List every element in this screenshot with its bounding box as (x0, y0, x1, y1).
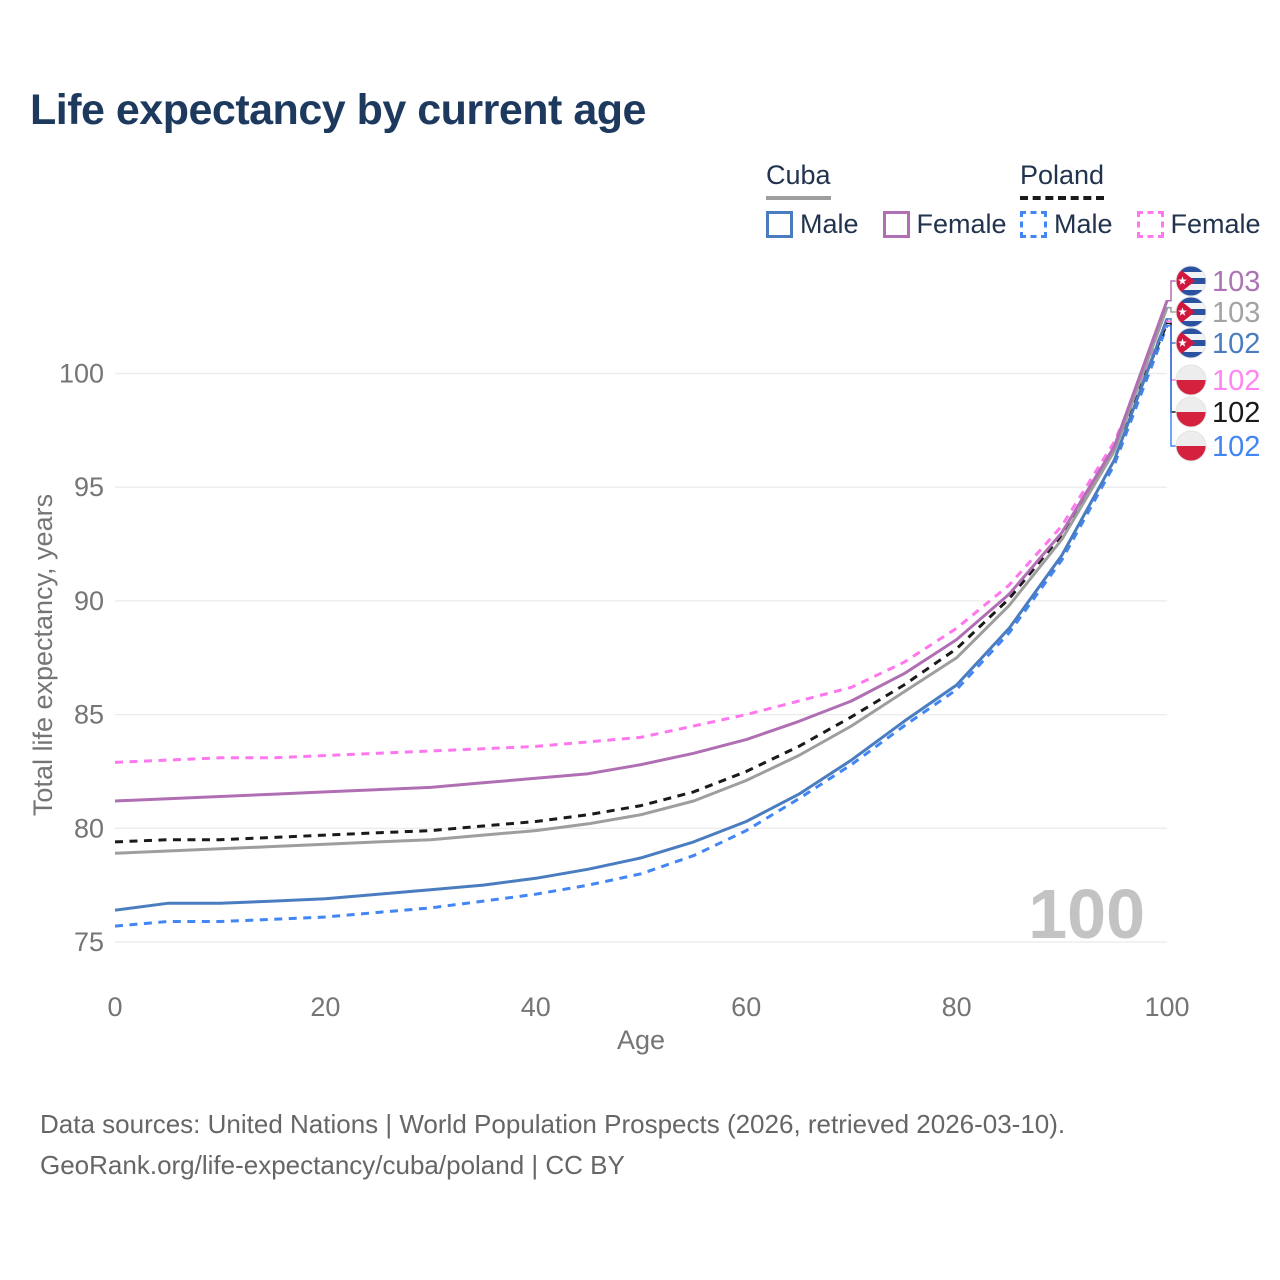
flag-ring (1175, 430, 1207, 462)
series-line-poland-female (114, 320, 1169, 764)
poland-flag-icon (1176, 431, 1206, 461)
y-axis-title: Total life expectancy, years (28, 494, 58, 816)
end-value-label: 103 (1212, 297, 1260, 329)
legend-label: Male (800, 209, 859, 239)
cuba-flag-icon (1176, 328, 1206, 358)
y-tick-label: 75 (74, 927, 104, 957)
footer: Data sources: United Nations | World Pop… (40, 1104, 1065, 1186)
x-tick-label: 80 (942, 992, 972, 1022)
flag-ring (1175, 364, 1207, 396)
x-tick-label: 40 (521, 992, 551, 1022)
x-tick-label: 20 (310, 992, 340, 1022)
end-value-label: 102 (1212, 397, 1260, 429)
legend-cuba-header: Cuba (766, 160, 831, 200)
poland-female-swatch-icon (1136, 211, 1164, 238)
flag-ring (1175, 396, 1207, 428)
y-tick-label: 100 (59, 359, 104, 389)
watermark-text: 100 (1028, 875, 1145, 953)
end-value-label: 102 (1212, 365, 1260, 397)
y-tick-label: 80 (74, 813, 104, 843)
series-line-cuba-female (114, 300, 1169, 803)
cuba-female-swatch-icon (882, 211, 910, 238)
x-tick-label: 0 (107, 992, 122, 1022)
cuba-flag-icon (1176, 297, 1206, 327)
y-tick-label: 95 (74, 472, 104, 502)
page-title: Life expectancy by current age (30, 86, 646, 134)
legend-label: Female (916, 209, 1007, 239)
axis-ticks: 75 80 85 90 95 100 0 20 40 60 80 100 (59, 359, 1190, 1023)
cuba-male-swatch-icon (766, 211, 793, 238)
leader-line (1166, 306, 1176, 313)
star-icon (1178, 307, 1187, 316)
series-line-poland-male (114, 325, 1169, 928)
x-axis-title: Age (617, 1025, 665, 1055)
legend-poland-header: Poland (1020, 160, 1105, 200)
gridlines (115, 372, 1167, 943)
legend-label: Female (1170, 209, 1261, 239)
y-tick-label: 85 (74, 700, 104, 730)
legend-group-cuba: Cuba Male Female (766, 160, 1031, 240)
poland-flag-icon (1176, 397, 1206, 427)
series-line-poland-total (114, 322, 1169, 844)
series-lines (114, 300, 1169, 928)
leader-line (1166, 324, 1176, 447)
end-value-label: 102 (1212, 328, 1260, 360)
series-line-cuba-total (114, 307, 1169, 855)
series-line-cuba-male (114, 318, 1169, 912)
x-tick-label: 100 (1144, 992, 1189, 1022)
star-icon (1178, 276, 1187, 285)
legend-label: Male (1054, 209, 1113, 239)
legend-group-poland: Poland Male Female (1020, 160, 1280, 240)
flag-ring (1175, 265, 1207, 297)
legend-item-cuba-female: Female (882, 209, 1007, 240)
end-value-label: 102 (1212, 431, 1260, 463)
flag-ring (1175, 296, 1207, 328)
legend-item-cuba-male: Male (766, 209, 859, 240)
end-value-label: 103 (1212, 266, 1260, 298)
star-icon (1178, 338, 1187, 347)
poland-male-swatch-icon (1020, 211, 1047, 238)
poland-flag-icon (1176, 365, 1206, 395)
leader-line (1166, 280, 1176, 302)
flag-ring (1175, 327, 1207, 359)
x-tick-label: 60 (731, 992, 761, 1022)
cuba-flag-icon (1176, 266, 1206, 296)
footer-sources: Data sources: United Nations | World Pop… (40, 1109, 1066, 1139)
y-tick-label: 90 (74, 586, 104, 616)
legend-item-poland-female: Female (1136, 209, 1261, 240)
footer-attribution: GeoRank.org/life-expectancy/cuba/poland … (40, 1150, 625, 1180)
legend-item-poland-male: Male (1020, 209, 1113, 240)
